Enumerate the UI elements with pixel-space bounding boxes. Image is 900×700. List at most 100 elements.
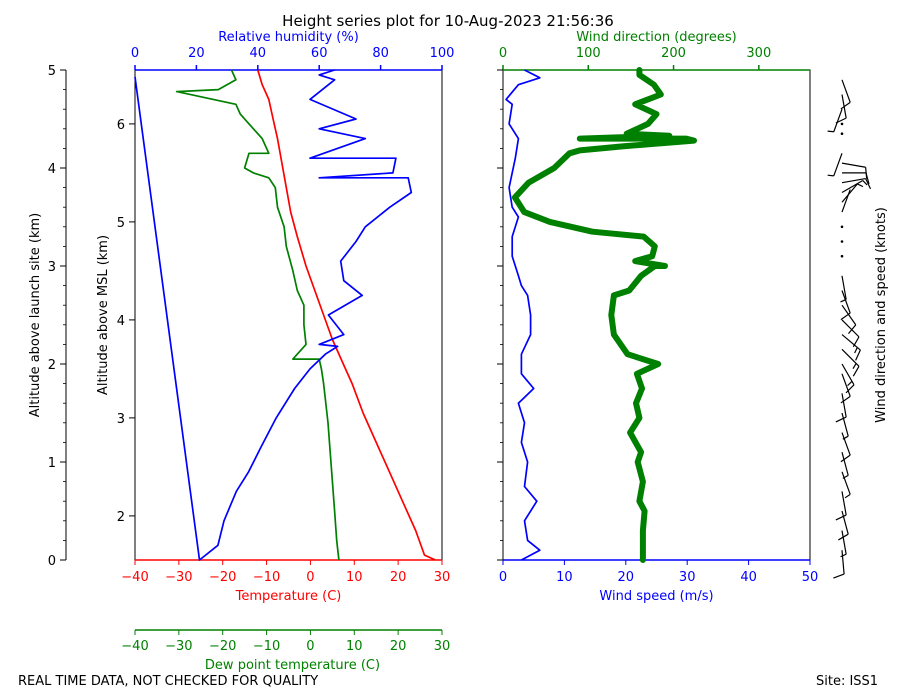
wind-panel: 0 10 20 30 40 50 Wind speed (m/s) 0 100 200 300 Win… xyxy=(497,30,818,604)
wind-barb-shaft xyxy=(841,393,847,418)
chart-title: Height series plot for 10-Aug-2023 21:56… xyxy=(282,12,614,30)
wind-barb-shaft xyxy=(841,334,861,351)
msl-altitude-tick-label: 3 xyxy=(117,412,125,427)
site-altitude-tick-label: 0 xyxy=(48,554,56,569)
rh-tick-label: 100 xyxy=(430,46,455,61)
calm-wind-dot xyxy=(840,132,844,135)
temperature-tick-label: 0 xyxy=(306,570,314,585)
calm-wind-dot xyxy=(840,254,844,258)
wind-barb-half-flag xyxy=(827,130,834,133)
rh-axis-label: Relative humidity (%) xyxy=(218,30,359,45)
wind-barb-shaft xyxy=(841,162,866,168)
rh-tick-label: 80 xyxy=(372,46,389,61)
rh-profile-line xyxy=(134,69,413,561)
wind-barb-shaft xyxy=(841,471,851,495)
wind-direction-tick-label: 200 xyxy=(661,46,686,61)
wind-barb-panel: Wind direction and speed (knots) xyxy=(827,79,889,579)
temperature-tick-label: 20 xyxy=(390,570,407,585)
dewpoint-tick-label: −20 xyxy=(209,639,236,654)
site-altitude-tick-label: 2 xyxy=(48,358,56,373)
temperature-tick-label: −20 xyxy=(209,570,236,585)
wind-barb-flag xyxy=(833,573,845,579)
wind-barb-half-flag xyxy=(862,180,868,186)
dewpoint-tick-label: −30 xyxy=(165,639,192,654)
wind-speed-tick-label: 0 xyxy=(499,570,507,585)
site-altitude-tick-label: 1 xyxy=(48,456,56,471)
wind-barb-flag xyxy=(840,395,851,404)
rh-tick-label: 40 xyxy=(250,46,267,61)
wind-barb-flag xyxy=(852,365,860,377)
wind-barb-half-flag xyxy=(847,380,853,387)
wind-barb-shaft xyxy=(841,412,849,437)
wind-barb-axis-label: Wind direction and speed (knots) xyxy=(874,207,889,423)
wind-barb-shaft xyxy=(841,179,864,194)
wind-barb-flag xyxy=(840,312,851,321)
wind-speed-profile-line xyxy=(505,69,541,561)
msl-altitude-tick-label: 5 xyxy=(117,216,125,231)
wind-barb-shaft xyxy=(841,177,866,184)
wind-barb-flag xyxy=(840,101,851,110)
temperature-axis-label: Temperature (C) xyxy=(235,589,342,604)
calm-wind-dot xyxy=(840,122,844,126)
wind-direction-profile-line xyxy=(511,67,697,563)
dewpoint-tick-label: −40 xyxy=(121,639,148,654)
wind-barb-shaft xyxy=(841,373,851,397)
dewpoint-tick-label: 0 xyxy=(306,639,314,654)
wind-barb-half-flag xyxy=(842,435,849,440)
wind-barb-shaft xyxy=(841,510,849,535)
site-label: Site: ISS1 xyxy=(816,674,879,689)
wind-barb-shaft xyxy=(841,304,857,326)
wind-barb-flag xyxy=(835,117,847,124)
wind-barb-half-flag xyxy=(840,553,847,558)
wind-barb-flag xyxy=(845,384,855,394)
site-altitude-tick-label: 3 xyxy=(48,260,56,275)
wind-barb-half-flag xyxy=(852,363,857,370)
rh-tick-label: 0 xyxy=(131,46,139,61)
wind-barb-flag xyxy=(840,454,851,463)
wind-barb-half-flag xyxy=(842,474,849,479)
msl-altitude-tick-label: 2 xyxy=(117,510,125,525)
wind-speed-tick-label: 40 xyxy=(740,570,757,585)
wind-barb-shaft xyxy=(841,290,851,314)
msl-altitude-tick-label: 4 xyxy=(117,314,125,329)
wind-barb-shaft xyxy=(841,530,847,555)
dewpoint-tick-label: 10 xyxy=(346,639,363,654)
wind-barb-flag xyxy=(848,324,857,335)
wind-direction-tick-label: 100 xyxy=(576,46,601,61)
wind-barb-half-flag xyxy=(840,298,847,303)
dewpoint-tick-label: −10 xyxy=(253,639,280,654)
calm-wind-dot xyxy=(840,240,844,243)
wind-barb-shaft xyxy=(841,452,849,476)
calm-wind-dot xyxy=(840,225,844,229)
wind-barb-flag xyxy=(865,167,868,179)
wind-barb-flag xyxy=(855,349,861,361)
wind-barb-shaft xyxy=(833,153,843,177)
wind-barb-shaft xyxy=(841,319,860,338)
wind-barb-shaft xyxy=(841,491,847,516)
wind-barb-half-flag xyxy=(854,347,858,354)
rh-tick-label: 60 xyxy=(311,46,328,61)
wind-barb-shaft xyxy=(841,275,847,300)
site-altitude-tick-label: 5 xyxy=(48,64,56,79)
wind-barb-half-flag xyxy=(857,183,864,188)
wind-speed-tick-label: 30 xyxy=(679,570,696,585)
dewpoint-tick-label: 20 xyxy=(390,639,407,654)
wind-barb-flag xyxy=(838,533,849,541)
wind-barb-shaft xyxy=(833,108,843,132)
temperature-tick-label: −30 xyxy=(165,570,192,585)
temperature-tick-label: 30 xyxy=(434,570,451,585)
wind-barb-shaft xyxy=(841,79,851,103)
rh-tick-label: 20 xyxy=(188,46,205,61)
wind-barb-shaft xyxy=(841,550,845,575)
wind-barb-flag xyxy=(835,416,847,423)
dewpoint-profile-line xyxy=(175,69,340,561)
wind-barb-half-flag xyxy=(844,493,851,499)
temperature-tick-label: −40 xyxy=(121,570,148,585)
wind-direction-tick-label: 0 xyxy=(499,46,507,61)
wind-barb-shaft xyxy=(841,183,858,203)
wind-speed-axis-label: Wind speed (m/s) xyxy=(599,589,713,604)
wind-barb-flag xyxy=(852,336,860,348)
temperature-tick-label: −10 xyxy=(253,570,280,585)
